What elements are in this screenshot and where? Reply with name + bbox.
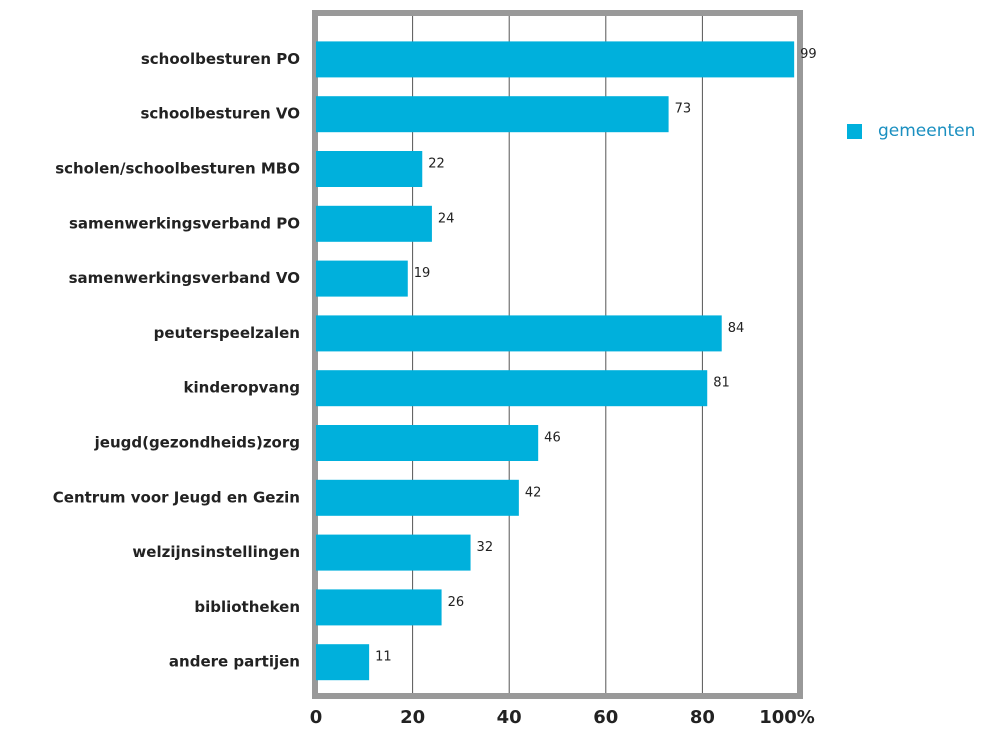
y-tick-label: andere partijen (169, 653, 300, 671)
x-tick-label: 40 (497, 707, 522, 728)
value-label: 26 (448, 595, 465, 610)
legend-label: gemeenten (878, 121, 975, 141)
y-tick-label: kinderopvang (184, 379, 300, 397)
x-tick-label: 20 (400, 707, 425, 728)
value-label: 42 (525, 485, 542, 500)
y-tick-label: bibliotheken (194, 598, 300, 616)
y-tick-label: welzijnsinstellingen (132, 543, 300, 561)
value-label: 84 (728, 321, 745, 336)
value-label: 19 (414, 266, 431, 281)
y-tick-label: jeugd(gezondheids)zorg (94, 434, 300, 452)
bar (316, 151, 423, 187)
bar (316, 534, 471, 571)
legend-swatch (847, 124, 862, 139)
value-label: 32 (477, 540, 494, 555)
bar (316, 315, 722, 352)
bar (316, 205, 432, 242)
bar (316, 260, 408, 297)
x-tick-label: 0 (310, 707, 323, 728)
y-tick-label: peuterspeelzalen (154, 324, 300, 342)
bar (316, 644, 370, 681)
value-label: 99 (800, 47, 817, 62)
bar (316, 41, 795, 78)
bar (316, 425, 539, 461)
x-tick-label: 100% (759, 707, 815, 728)
y-tick-label: schoolbesturen PO (141, 50, 300, 68)
y-tick-label: samenwerkingsverband PO (69, 214, 300, 232)
value-label: 46 (544, 431, 561, 446)
bar (316, 370, 708, 407)
y-tick-label: samenwerkingsverband VO (69, 269, 300, 287)
x-tick-label: 60 (593, 707, 618, 728)
y-tick-label: schoolbesturen VO (140, 105, 300, 123)
bar (316, 96, 669, 133)
x-tick-label: 80 (690, 707, 715, 728)
y-tick-label: scholen/schoolbesturen MBO (55, 160, 300, 178)
value-label: 22 (428, 157, 445, 172)
y-tick-label: Centrum voor Jeugd en Gezin (53, 488, 300, 506)
value-label: 24 (438, 211, 455, 226)
value-label: 11 (375, 650, 392, 665)
value-label: 73 (675, 102, 692, 117)
bar (316, 589, 442, 626)
bar (316, 479, 519, 516)
value-label: 81 (713, 376, 730, 391)
